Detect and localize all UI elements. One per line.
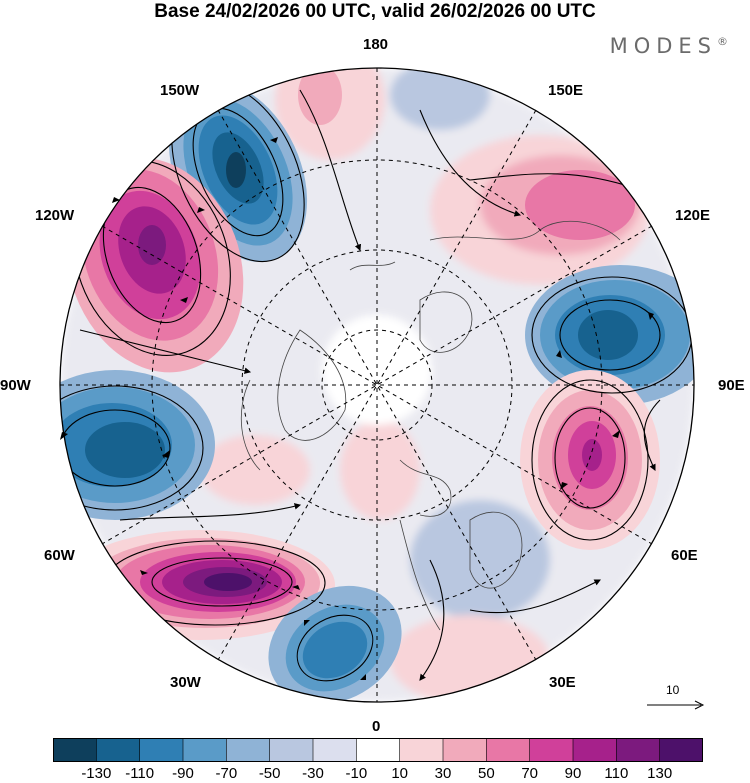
colorbar-cell bbox=[572, 738, 618, 762]
lon-label-90w: 90W bbox=[0, 377, 31, 394]
lon-label-30w: 30W bbox=[170, 674, 201, 691]
colorbar-cell bbox=[182, 738, 228, 762]
colorbar-cell bbox=[356, 738, 401, 762]
colorbar-tick-label: 130 bbox=[647, 765, 673, 782]
colorbar-cell bbox=[269, 738, 314, 762]
colorbar-tick-label: -30 bbox=[302, 765, 324, 782]
colorbar-tick-label: 30 bbox=[434, 765, 452, 782]
lon-label-30e: 30E bbox=[549, 674, 576, 691]
colorbar-tick-label: -90 bbox=[172, 765, 194, 782]
colorbar-tick-label: -70 bbox=[215, 765, 238, 782]
colorbar-tick-label: 90 bbox=[564, 765, 582, 782]
lon-label-150e: 150E bbox=[548, 82, 584, 99]
colorbar-cell bbox=[226, 738, 271, 762]
polar-map bbox=[59, 67, 695, 703]
colorbar-tick-label: 50 bbox=[477, 765, 495, 782]
colorbar-tick-label: 70 bbox=[521, 765, 538, 782]
colorbar-cell bbox=[139, 738, 184, 762]
lon-label-180: 180 bbox=[363, 36, 389, 53]
high-40w bbox=[65, 530, 335, 640]
colorbar-tick-label: -50 bbox=[258, 765, 281, 782]
colorbar-cell bbox=[312, 738, 358, 762]
low-20w bbox=[268, 585, 402, 702]
brand-logo: MODES® bbox=[610, 34, 728, 58]
lon-label-60w: 60W bbox=[44, 547, 75, 564]
colorbar bbox=[53, 738, 703, 762]
high-65e bbox=[520, 370, 660, 550]
brand-name: MODES bbox=[609, 34, 717, 58]
map-border bbox=[59, 67, 695, 703]
lon-label-0: 0 bbox=[372, 718, 381, 735]
colorbar-tick-label: 10 bbox=[391, 765, 408, 782]
colorbar-tick-label: -110 bbox=[125, 765, 155, 782]
lon-label-150w: 150W bbox=[160, 82, 200, 99]
colorbar-cell bbox=[659, 738, 703, 762]
lon-label-90e: 90E bbox=[718, 377, 745, 394]
wind-arrows bbox=[60, 137, 654, 680]
colorbar-cell bbox=[399, 738, 444, 762]
colorbar-tick-label: -10 bbox=[345, 765, 368, 782]
lon-label-120e: 120E bbox=[675, 207, 711, 224]
colorbar-cell bbox=[616, 738, 661, 762]
map-title: Base 24/02/2026 00 UTC, valid 26/02/2026… bbox=[154, 1, 596, 22]
reference-vector-label: 10 bbox=[666, 683, 680, 697]
colorbar-cell bbox=[486, 738, 531, 762]
high-130e bbox=[298, 68, 635, 240]
colorbar-cells bbox=[53, 738, 703, 762]
colorbar-frame bbox=[53, 738, 703, 762]
lon-label-120w: 120W bbox=[35, 207, 75, 224]
colorbar-tick-label: 110 bbox=[604, 765, 629, 782]
graticule bbox=[60, 68, 694, 702]
colorbar-cell bbox=[96, 738, 141, 762]
brand-mark: ® bbox=[717, 35, 728, 48]
low-70w bbox=[60, 370, 215, 520]
lon-label-60e: 60E bbox=[671, 547, 698, 564]
colorbar-tick-label: -130 bbox=[81, 765, 112, 782]
colorbar-cell bbox=[442, 738, 488, 762]
colorbar-cell bbox=[529, 738, 574, 762]
low-90e bbox=[525, 265, 694, 405]
colorbar-cell bbox=[53, 738, 98, 762]
reference-vector-arrow bbox=[647, 700, 705, 710]
